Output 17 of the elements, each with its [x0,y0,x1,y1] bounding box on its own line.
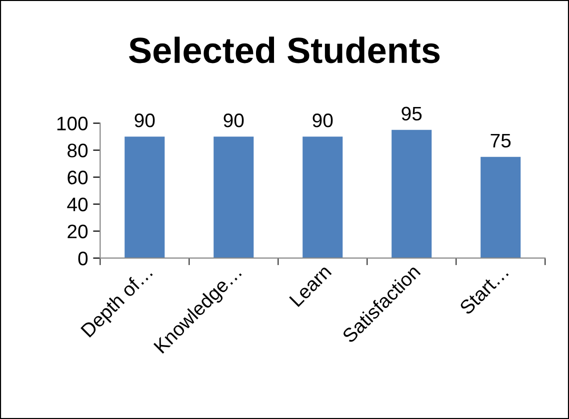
data-label: 75 [490,134,511,148]
y-tick-label: 20 [68,224,88,238]
y-tick-label: 80 [68,144,88,158]
y-tick-label: 0 [78,252,88,266]
y-tick-label: 100 [57,116,88,130]
data-label: 90 [312,114,333,128]
bar [302,136,343,258]
y-tick-label: 60 [68,170,88,184]
bar [124,136,165,258]
y-tick-label: 40 [67,198,88,212]
data-label: 95 [402,106,422,121]
data-label: 90 [134,114,155,128]
bar [214,136,254,258]
data-label: 90 [224,114,244,128]
bar [392,130,432,258]
bar [480,156,521,258]
chart-title: Selected Students [129,36,440,64]
